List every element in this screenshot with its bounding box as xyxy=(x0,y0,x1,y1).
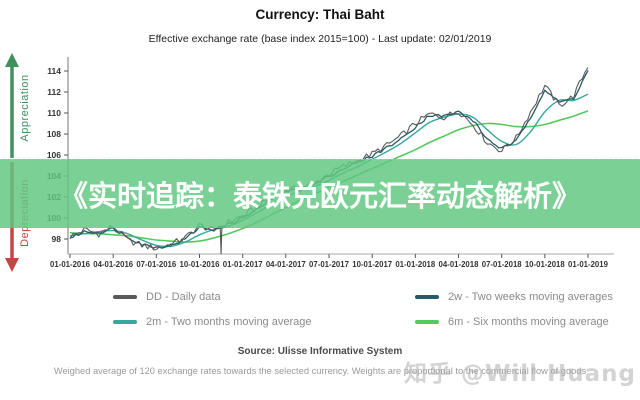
legend-item-2w: 2w - Two weeks moving averages xyxy=(415,291,633,303)
daily-line-swatch xyxy=(113,295,137,299)
y-tick-label: 112 xyxy=(47,87,61,97)
y-tick-label: 110 xyxy=(47,108,61,118)
x-tick-label: 07-01-2018 xyxy=(482,260,523,269)
chart-title: Currency: Thai Baht xyxy=(255,7,385,22)
x-tick-label: 01-01-2019 xyxy=(568,260,609,269)
headline-banner: 《实时追踪：泰铢兑欧元汇率动态解析》 xyxy=(0,159,640,228)
source-line: Source: Ulisse Informative System xyxy=(237,346,403,357)
two-months-line-swatch xyxy=(113,320,137,324)
x-tick-label: 01-01-2016 xyxy=(50,260,91,269)
legend-item-6m: 6m - Six months moving average xyxy=(415,316,633,328)
arrow-down-head xyxy=(5,258,19,272)
chart-legend: DD - Daily data 2w - Two weeks moving av… xyxy=(113,291,633,328)
chart-subtitle: Effective exchange rate (base index 2015… xyxy=(148,33,492,45)
legend-label-2m: 2m - Two months moving average xyxy=(146,316,312,328)
methodology-caption: Weighed average of 120 exchange rates to… xyxy=(53,366,587,376)
x-tick-label: 04-01-2017 xyxy=(266,260,306,269)
legend-item-daily: DD - Daily data xyxy=(113,291,415,303)
x-tick-label: 01-01-2017 xyxy=(223,260,263,269)
legend-label-2w: 2w - Two weeks moving averages xyxy=(448,291,613,303)
exchange-rate-chart: 9810010210410610811011211401-01-201604-0… xyxy=(47,57,614,269)
x-tick-label: 10-01-2016 xyxy=(180,260,221,269)
appreciation-arrow-icon xyxy=(5,53,19,158)
x-tick-label: 10-01-2017 xyxy=(352,260,392,269)
x-tick-label: 04-01-2018 xyxy=(439,260,480,269)
watermark: 知乎 @Will Huang xyxy=(403,361,636,387)
two-weeks-line-swatch xyxy=(415,295,439,299)
x-tick-label: 04-01-2016 xyxy=(93,260,134,269)
x-tick-label: 07-01-2016 xyxy=(136,260,177,269)
y-tick-label: 98 xyxy=(52,234,62,244)
y-tick-label: 106 xyxy=(47,150,61,160)
legend-label-daily: DD - Daily data xyxy=(146,291,221,303)
y-tick-label: 114 xyxy=(47,66,61,76)
legend-label-6m: 6m - Six months moving average xyxy=(448,316,609,328)
six-months-line-swatch xyxy=(415,320,439,324)
legend-item-2m: 2m - Two months moving average xyxy=(113,316,415,328)
headline-text: 《实时追踪：泰铢兑欧元汇率动态解析》 xyxy=(58,179,581,213)
y-tick-label: 108 xyxy=(47,129,61,139)
x-tick-label: 10-01-2018 xyxy=(525,260,566,269)
x-tick-label: 01-01-2018 xyxy=(395,260,436,269)
x-tick-label: 07-01-2017 xyxy=(309,260,349,269)
arrow-up-head xyxy=(5,53,19,67)
